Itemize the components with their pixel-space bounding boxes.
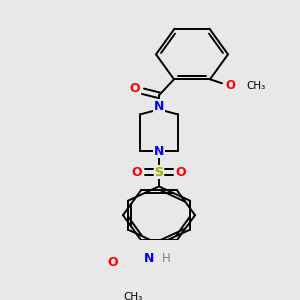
Text: O: O xyxy=(130,82,140,95)
Text: N: N xyxy=(144,252,154,265)
Text: O: O xyxy=(176,166,186,178)
Text: N: N xyxy=(154,100,164,113)
Text: O: O xyxy=(132,166,142,178)
Text: N: N xyxy=(154,145,164,158)
Text: H: H xyxy=(162,252,171,265)
Text: CH₃: CH₃ xyxy=(246,82,265,92)
Text: O: O xyxy=(108,256,118,269)
Text: O: O xyxy=(225,79,235,92)
Text: S: S xyxy=(154,166,164,178)
Text: CH₃: CH₃ xyxy=(123,292,142,300)
